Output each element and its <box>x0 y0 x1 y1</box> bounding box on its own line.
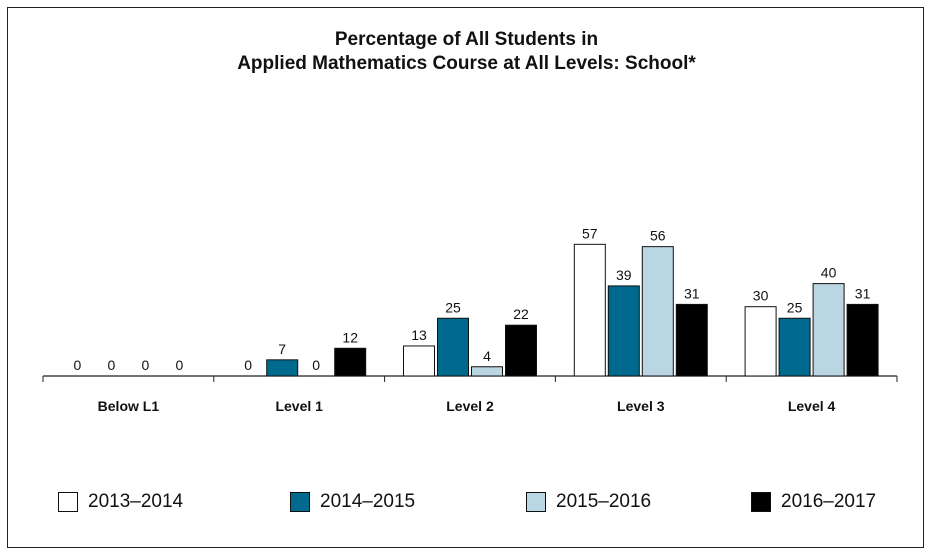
x-tick-label: Level 2 <box>446 398 494 414</box>
legend-swatch <box>58 492 78 512</box>
bar <box>778 317 811 377</box>
data-label: 25 <box>787 299 803 315</box>
data-label: 31 <box>684 285 700 301</box>
x-tick-label: Level 3 <box>617 398 665 414</box>
x-tick-label: Level 4 <box>788 398 836 414</box>
x-tick-label: Level 1 <box>275 398 323 414</box>
bar <box>403 345 435 377</box>
legend-label: 2014–2015 <box>320 491 416 512</box>
legend-swatch <box>526 492 546 512</box>
data-label: 56 <box>650 228 666 244</box>
bar <box>471 366 503 377</box>
bar <box>812 283 845 377</box>
bar <box>334 347 367 377</box>
legend-swatch <box>290 492 310 512</box>
data-label: 0 <box>312 357 320 373</box>
data-label: 13 <box>411 327 427 343</box>
chart-frame <box>7 7 924 548</box>
bar <box>573 243 606 377</box>
data-label: 7 <box>278 341 286 357</box>
bar <box>641 246 674 377</box>
data-label: 0 <box>74 357 82 373</box>
data-label: 40 <box>821 265 837 281</box>
data-label: 0 <box>176 357 184 373</box>
legend-label: 2015–2016 <box>556 491 652 512</box>
bar <box>266 359 299 377</box>
legend-label: 2013–2014 <box>88 491 184 512</box>
x-tick-label: Below L1 <box>98 398 160 414</box>
bar <box>846 303 879 377</box>
data-label: 0 <box>142 357 150 373</box>
data-label: 4 <box>483 348 491 364</box>
data-label: 0 <box>108 357 116 373</box>
bar <box>505 324 537 377</box>
legend-label: 2016–2017 <box>781 491 877 512</box>
data-label: 0 <box>244 357 252 373</box>
data-label: 30 <box>753 288 769 304</box>
chart-title-line-2: Applied Mathematics Course at All Levels… <box>237 53 696 74</box>
bar <box>675 303 708 377</box>
data-label: 25 <box>445 299 461 315</box>
data-label: 12 <box>342 329 358 345</box>
bar <box>744 306 777 377</box>
legend-swatch <box>751 492 771 512</box>
data-label: 31 <box>855 285 871 301</box>
data-label: 57 <box>582 225 598 241</box>
chart-title-line-1: Percentage of All Students in <box>334 29 599 50</box>
data-label: 22 <box>513 306 529 322</box>
data-label: 39 <box>616 267 632 283</box>
bar <box>607 285 640 377</box>
bar <box>437 317 469 377</box>
